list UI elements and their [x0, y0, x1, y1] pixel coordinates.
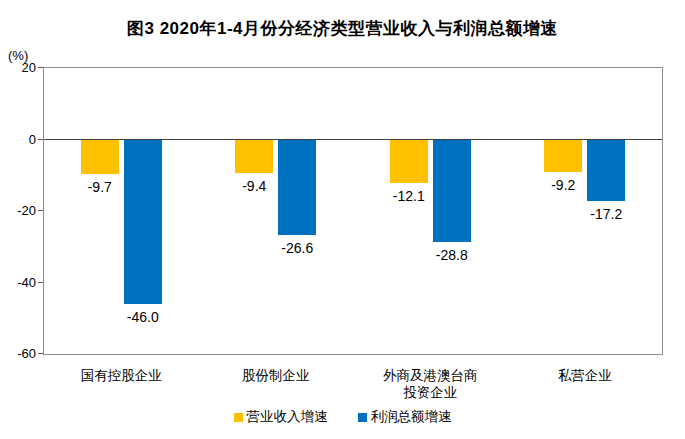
chart-title: 图3 2020年1-4月份分经济类型营业收入与利润总额增速 [0, 17, 685, 40]
bar-value-label: -46.0 [111, 309, 175, 325]
legend: 营业收入增速 利润总额增速 [0, 408, 685, 426]
chart-container: 图3 2020年1-4月份分经济类型营业收入与利润总额增速 (%) -9.7-9… [0, 0, 685, 439]
y-tick-label: -40 [6, 275, 36, 290]
y-tick-label: -60 [6, 346, 36, 361]
bar-series1-cat2 [433, 140, 471, 243]
legend-color-swatch [234, 413, 243, 422]
y-tick-mark [38, 67, 43, 68]
bar-value-label: -9.4 [222, 178, 286, 194]
x-category-label: 股份制企业 [201, 367, 351, 384]
bar-series0-cat1 [235, 140, 273, 174]
y-tick-label: 0 [6, 132, 36, 147]
bar-value-label: -9.7 [68, 179, 132, 195]
legend-label: 利润总额增速 [371, 408, 452, 426]
bar-series1-cat1 [278, 140, 316, 235]
x-category-label: 私营企业 [510, 367, 660, 384]
bar-series1-cat3 [587, 140, 625, 201]
legend-item-series1: 利润总额增速 [358, 408, 452, 426]
y-tick-mark [38, 353, 43, 354]
legend-item-series0: 营业收入增速 [234, 408, 328, 426]
bar-value-label: -12.1 [377, 188, 441, 204]
y-tick-label: 20 [6, 60, 36, 75]
legend-color-swatch [358, 413, 367, 422]
y-tick-label: -20 [6, 203, 36, 218]
legend-label: 营业收入增速 [247, 408, 328, 426]
x-category-label: 外商及港澳台商 投资企业 [355, 367, 505, 401]
bar-series0-cat0 [81, 140, 119, 175]
bar-series0-cat2 [390, 140, 428, 183]
bar-value-label: -9.2 [531, 177, 595, 193]
x-category-label: 国有控股企业 [46, 367, 196, 384]
bar-value-label: -26.6 [265, 240, 329, 256]
y-tick-mark [38, 139, 43, 140]
bar-value-label: -17.2 [574, 206, 638, 222]
bar-series1-cat0 [124, 140, 162, 304]
y-tick-mark [38, 210, 43, 211]
y-tick-mark [38, 282, 43, 283]
bar-value-label: -28.8 [420, 247, 484, 263]
plot-area: -9.7 -9.4 -12.1 -9.2 -46.0 -26.6 -28.8 -17.2 [43, 67, 663, 355]
bar-series0-cat3 [544, 140, 582, 173]
